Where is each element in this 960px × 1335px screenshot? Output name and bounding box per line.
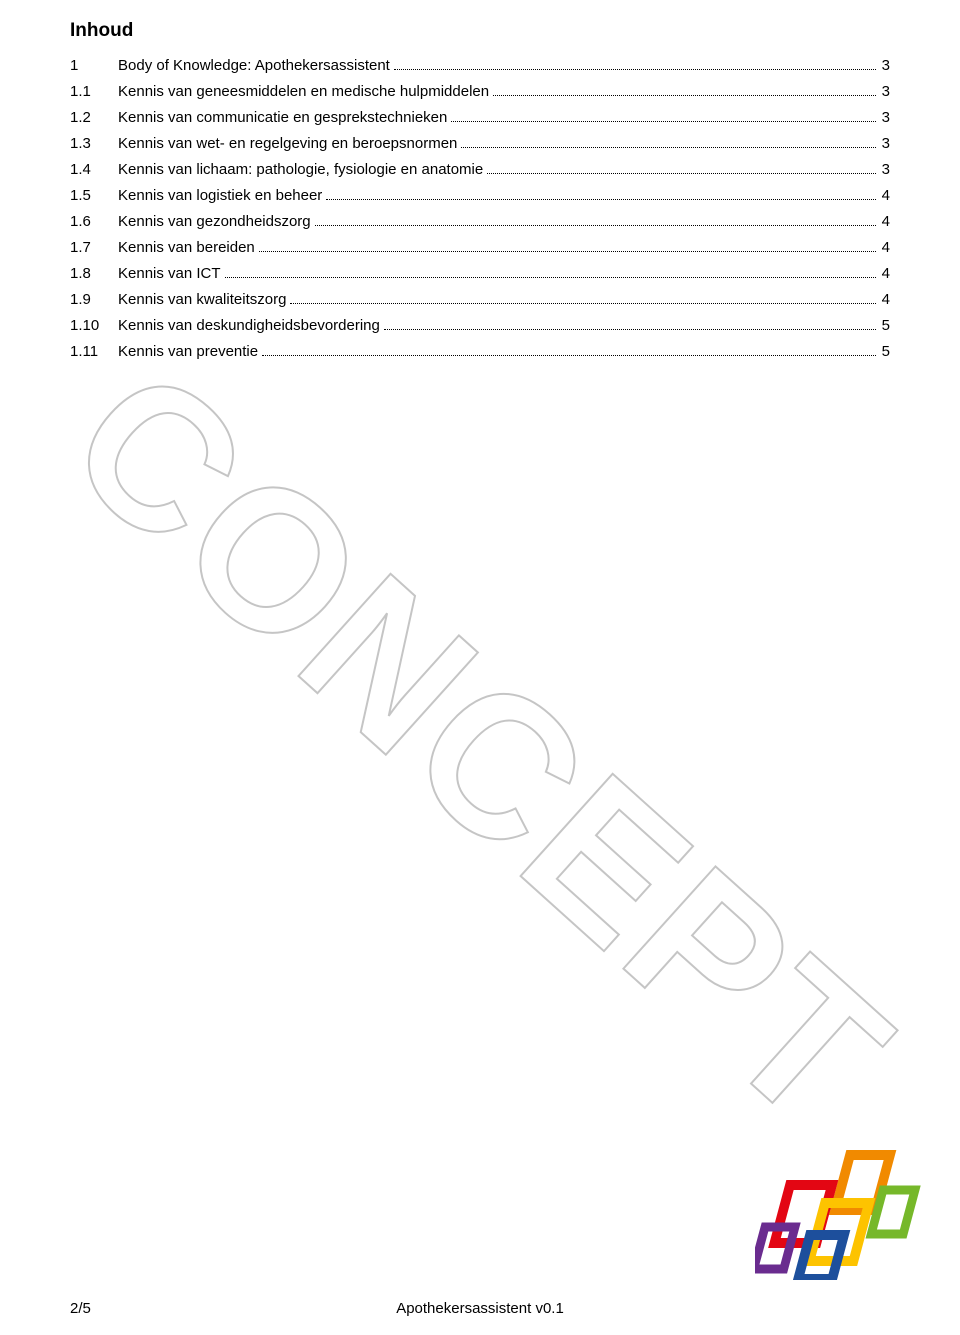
toc-entry-page: 4 (880, 262, 890, 286)
watermark-text: CONCEPT (27, 323, 934, 1172)
brand-logo (755, 1150, 925, 1280)
toc-entry-page: 4 (880, 210, 890, 234)
toc-entry: 1.2Kennis van communicatie en gesprekste… (70, 106, 890, 130)
toc-entry-label: Kennis van wet- en regelgeving en beroep… (118, 132, 457, 156)
toc-title: Inhoud (70, 20, 890, 42)
toc-entry: 1Body of Knowledge: Apothekersassistent 3 (70, 54, 890, 78)
toc-entry-number: 1.1 (70, 80, 118, 104)
toc-entry-label: Kennis van geneesmiddelen en medische hu… (118, 80, 489, 104)
toc-entry-number: 1.2 (70, 106, 118, 130)
toc-entry: 1.4Kennis van lichaam: pathologie, fysio… (70, 158, 890, 182)
toc-entry: 1.3Kennis van wet- en regelgeving en ber… (70, 132, 890, 156)
toc-entry-number: 1.7 (70, 236, 118, 260)
toc-entry-label: Kennis van preventie (118, 340, 258, 364)
toc-entry-label: Kennis van communicatie en gesprekstechn… (118, 106, 447, 130)
toc-dot-leader (394, 58, 876, 70)
footer-doc-title: Apothekersassistent v0.1 (396, 1300, 564, 1317)
toc-list: 1Body of Knowledge: Apothekersassistent 3… (70, 54, 890, 364)
toc-entry-number: 1.10 (70, 314, 118, 338)
toc-entry: 1.9Kennis van kwaliteitszorg 4 (70, 288, 890, 312)
toc-entry-number: 1.9 (70, 288, 118, 312)
toc-dot-leader (493, 84, 876, 96)
toc-entry-number: 1 (70, 54, 118, 78)
toc-entry-number: 1.5 (70, 184, 118, 208)
toc-dot-leader (451, 110, 875, 122)
toc-entry: 1.7Kennis van bereiden 4 (70, 236, 890, 260)
toc-entry-page: 3 (880, 106, 890, 130)
toc-entry-number: 1.11 (70, 340, 118, 364)
toc-entry: 1.1Kennis van geneesmiddelen en medische… (70, 80, 890, 104)
toc-entry-page: 4 (880, 184, 890, 208)
toc-entry: 1.10Kennis van deskundigheidsbevordering… (70, 314, 890, 338)
toc-entry: 1.11Kennis van preventie 5 (70, 340, 890, 364)
toc-entry-label: Kennis van gezondheidszorg (118, 210, 311, 234)
toc-entry-page: 4 (880, 236, 890, 260)
toc-entry-number: 1.6 (70, 210, 118, 234)
toc-entry-label: Body of Knowledge: Apothekersassistent (118, 54, 390, 78)
toc-entry-label: Kennis van logistiek en beheer (118, 184, 322, 208)
toc-dot-leader (225, 266, 876, 278)
toc-entry: 1.6Kennis van gezondheidszorg 4 (70, 210, 890, 234)
toc-dot-leader (326, 188, 875, 200)
toc-dot-leader (487, 162, 875, 174)
toc-entry-page: 3 (880, 80, 890, 104)
document-page: CONCEPT Inhoud 1Body of Knowledge: Apoth… (0, 0, 960, 1335)
toc-dot-leader (262, 344, 876, 356)
toc-entry-page: 3 (880, 158, 890, 182)
toc-dot-leader (259, 240, 876, 252)
footer-page-number: 2/5 (70, 1300, 91, 1317)
page-content: Inhoud 1Body of Knowledge: Apothekersass… (0, 0, 960, 364)
toc-dot-leader (315, 214, 876, 226)
toc-entry-page: 3 (880, 132, 890, 156)
toc-entry-number: 1.8 (70, 262, 118, 286)
toc-dot-leader (290, 292, 875, 304)
toc-entry: 1.5Kennis van logistiek en beheer 4 (70, 184, 890, 208)
toc-entry-number: 1.4 (70, 158, 118, 182)
toc-dot-leader (384, 318, 876, 330)
toc-entry-label: Kennis van ICT (118, 262, 221, 286)
toc-dot-leader (461, 136, 875, 148)
toc-entry-label: Kennis van kwaliteitszorg (118, 288, 286, 312)
page-footer: 2/5 Apothekersassistent v0.1 (70, 1300, 890, 1317)
toc-entry-label: Kennis van deskundigheidsbevordering (118, 314, 380, 338)
toc-entry-page: 5 (880, 340, 890, 364)
toc-entry: 1.8Kennis van ICT 4 (70, 262, 890, 286)
toc-entry-label: Kennis van bereiden (118, 236, 255, 260)
toc-entry-page: 4 (880, 288, 890, 312)
toc-entry-page: 3 (880, 54, 890, 78)
toc-entry-number: 1.3 (70, 132, 118, 156)
toc-entry-label: Kennis van lichaam: pathologie, fysiolog… (118, 158, 483, 182)
toc-entry-page: 5 (880, 314, 890, 338)
